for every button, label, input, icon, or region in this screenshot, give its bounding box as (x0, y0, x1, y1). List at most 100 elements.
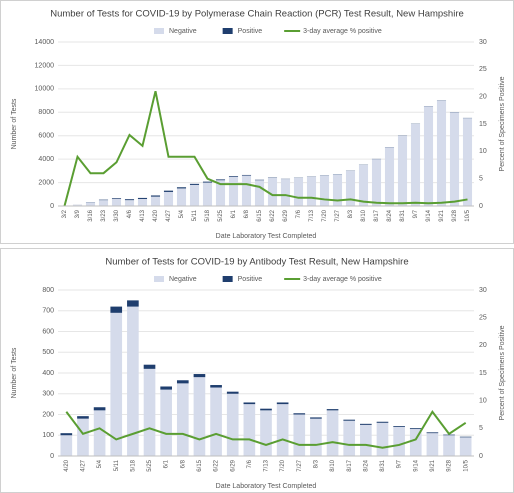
x-axis-label: Date Laboratory Test Completed (216, 483, 317, 490)
x-tick-label: 7/27 (335, 209, 341, 221)
x-tick-label: 9/21 (430, 459, 436, 471)
bar (111, 198, 122, 199)
chart-title: Number of Tests for COVID-19 by Antibody… (105, 257, 408, 268)
bar (189, 183, 200, 185)
bar (462, 118, 473, 206)
y-tick-label: 10000 (35, 86, 55, 93)
bar (193, 374, 206, 378)
bar (376, 421, 389, 423)
bar (93, 407, 106, 411)
y-tick-label: 300 (42, 391, 54, 398)
x-tick-label: 8/31 (400, 209, 406, 221)
x-tick-label: 8/24 (363, 459, 369, 471)
legend-label: Positive (238, 276, 263, 283)
bar (93, 410, 106, 456)
bar (410, 124, 421, 206)
x-tick-label: 8/24 (387, 209, 393, 221)
y-tick-label: 4000 (38, 156, 54, 163)
y-tick-label: 200 (42, 411, 54, 418)
x-tick-label: 3/2 (62, 209, 68, 218)
x-tick-label: 3/23 (101, 209, 107, 221)
bar (77, 416, 89, 419)
y2-tick-label: 30 (479, 39, 487, 46)
bar (72, 204, 83, 206)
x-tick-label: 7/6 (296, 209, 302, 218)
legend-label: Positive (238, 28, 263, 35)
bar (60, 433, 73, 436)
bar (193, 377, 206, 456)
bar (260, 410, 272, 456)
y2-tick-label: 5 (479, 176, 483, 183)
x-tick-label: 8/31 (380, 459, 386, 471)
bar (393, 426, 405, 456)
bar (137, 198, 148, 206)
bar (409, 429, 422, 456)
bar (280, 179, 291, 206)
bar (215, 179, 226, 181)
y-tick-label: 600 (42, 328, 54, 335)
y2-tick-label: 5 (479, 425, 483, 432)
bar (459, 436, 472, 438)
bar (176, 187, 187, 189)
bar (319, 175, 330, 206)
x-tick-label: 7/6 (247, 459, 253, 468)
line (63, 90, 468, 207)
x-tick-label: 9/28 (452, 209, 458, 221)
bar (124, 200, 135, 206)
legend-swatch (154, 276, 164, 282)
y-tick-label: 500 (42, 349, 54, 356)
y-tick-label: 400 (42, 370, 54, 377)
x-tick-label: 7/13 (309, 209, 315, 221)
bar (60, 435, 73, 456)
x-tick-label: 9/7 (413, 209, 419, 218)
y2-tick-label: 10 (479, 398, 487, 405)
bar (343, 419, 356, 421)
x-tick-label: 4/27 (166, 209, 172, 221)
bar (459, 437, 472, 456)
x-tick-label: 4/20 (64, 459, 70, 471)
x-tick-label: 6/22 (214, 459, 220, 471)
bar (241, 175, 252, 206)
y2-tick-label: 20 (479, 342, 487, 349)
bar (449, 112, 460, 206)
x-tick-label: 9/14 (413, 459, 419, 471)
x-tick-label: 6/22 (270, 209, 276, 221)
x-tick-label: 10/5 (465, 209, 471, 221)
bar (110, 312, 123, 456)
y2-tick-label: 25 (479, 315, 487, 322)
x-tick-label: 5/25 (218, 209, 224, 221)
x-tick-label: 3/30 (114, 209, 120, 221)
x-tick-label: 6/1 (231, 209, 237, 218)
bar (210, 385, 222, 388)
bar (163, 190, 174, 192)
y2-tick-label: 0 (479, 203, 483, 210)
bar (326, 409, 339, 411)
bar (210, 387, 222, 456)
bar (202, 181, 213, 183)
x-tick-label: 5/18 (205, 209, 211, 221)
y-tick-label: 0 (50, 453, 54, 460)
y-tick-label: 800 (42, 287, 54, 294)
bar (310, 418, 322, 456)
bar (150, 195, 161, 197)
y-axis-label: Number of Tests (11, 98, 18, 149)
y-tick-label: 100 (42, 432, 54, 439)
y-tick-label: 12000 (35, 62, 55, 69)
bar (436, 100, 447, 206)
bar (176, 188, 187, 206)
bar (293, 414, 306, 456)
x-tick-label: 9/7 (397, 459, 403, 468)
x-tick-label: 8/10 (361, 209, 367, 221)
legend-label: Negative (169, 276, 197, 283)
bar (443, 435, 455, 456)
x-tick-label: 8/3 (348, 209, 354, 218)
bar (376, 422, 389, 456)
bar (127, 300, 139, 307)
bar (243, 404, 256, 456)
legend-label: 3-day average % positive (303, 28, 382, 35)
x-tick-label: 4/13 (140, 209, 146, 221)
bar (254, 180, 265, 206)
x-tick-label: 7/20 (280, 459, 286, 471)
x-tick-label: 5/11 (114, 459, 120, 471)
y-tick-label: 14000 (35, 39, 55, 46)
